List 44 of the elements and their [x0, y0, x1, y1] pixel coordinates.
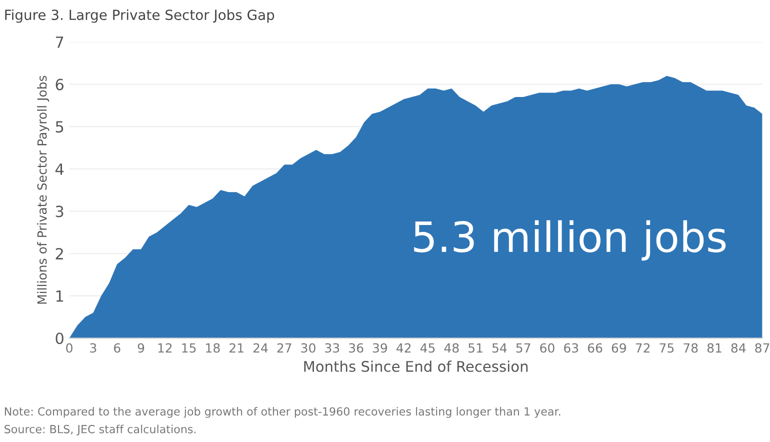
x-tick-label: 24: [253, 343, 268, 352]
x-tick-label: 18: [206, 343, 220, 353]
x-tick-label: 84: [731, 343, 746, 353]
x-tick-label: 63: [564, 343, 578, 353]
x-tick-label: 87: [755, 343, 770, 353]
x-tick-label: 30: [301, 343, 316, 353]
x-tick-label: 6: [114, 343, 120, 353]
y-tick-label: 6: [56, 78, 64, 90]
x-tick-label: 69: [612, 343, 626, 353]
chart-title: Figure 3. Large Private Sector Jobs Gap: [5, 9, 274, 23]
x-tick-label: 3: [90, 343, 96, 353]
x-tick-label: 66: [588, 343, 602, 353]
x-axis-title: Months Since End of Recession: [304, 360, 528, 372]
x-tick-label: 0: [66, 343, 72, 353]
y-tick-label: 7: [56, 36, 64, 48]
x-tick-label: 15: [182, 343, 196, 353]
text: Note: Compared to the average job growth of other post-1960 recoveries lasting longer than 1 year.: [4, 407, 560, 418]
x-tick-label: 72: [636, 343, 650, 352]
source-note: Source: BLS, JEC staff calculations.: [4, 424, 196, 436]
y-axis-title: Millions of Private Sector Payroll Jobs: [37, 76, 50, 304]
x-tick-label: 27: [277, 343, 292, 352]
x-tick-label: 81: [707, 343, 722, 353]
x-tick-label: 51: [468, 343, 482, 353]
x-tick-label: 54: [492, 343, 507, 353]
x-tick-label: 42: [396, 343, 411, 352]
y-tick-label: 0: [56, 332, 64, 344]
y-tick-label: 5: [56, 121, 64, 133]
y-tick-label: 4: [55, 164, 64, 175]
y-tick-label: 1: [56, 290, 64, 302]
y-tick-label: 3: [56, 206, 64, 218]
x-tick-label: 33: [325, 343, 340, 353]
x-tick-label: 45: [420, 343, 435, 353]
x-tick-label: 78: [684, 343, 698, 353]
x-tick-label: 21: [230, 343, 244, 352]
y-tick-label: 2: [56, 248, 63, 260]
x-tick-label: 39: [372, 343, 388, 353]
x-tick-label: 48: [444, 343, 459, 353]
x-tick-label: 57: [516, 343, 530, 353]
x-tick-label: 75: [660, 343, 674, 353]
x-tick-label: 36: [349, 343, 364, 353]
annotation: 5.3 million jobs: [414, 220, 726, 261]
x-tick-label: 9: [138, 343, 144, 353]
x-tick-label: 12: [158, 343, 172, 352]
x-tick-label: 60: [540, 343, 554, 353]
